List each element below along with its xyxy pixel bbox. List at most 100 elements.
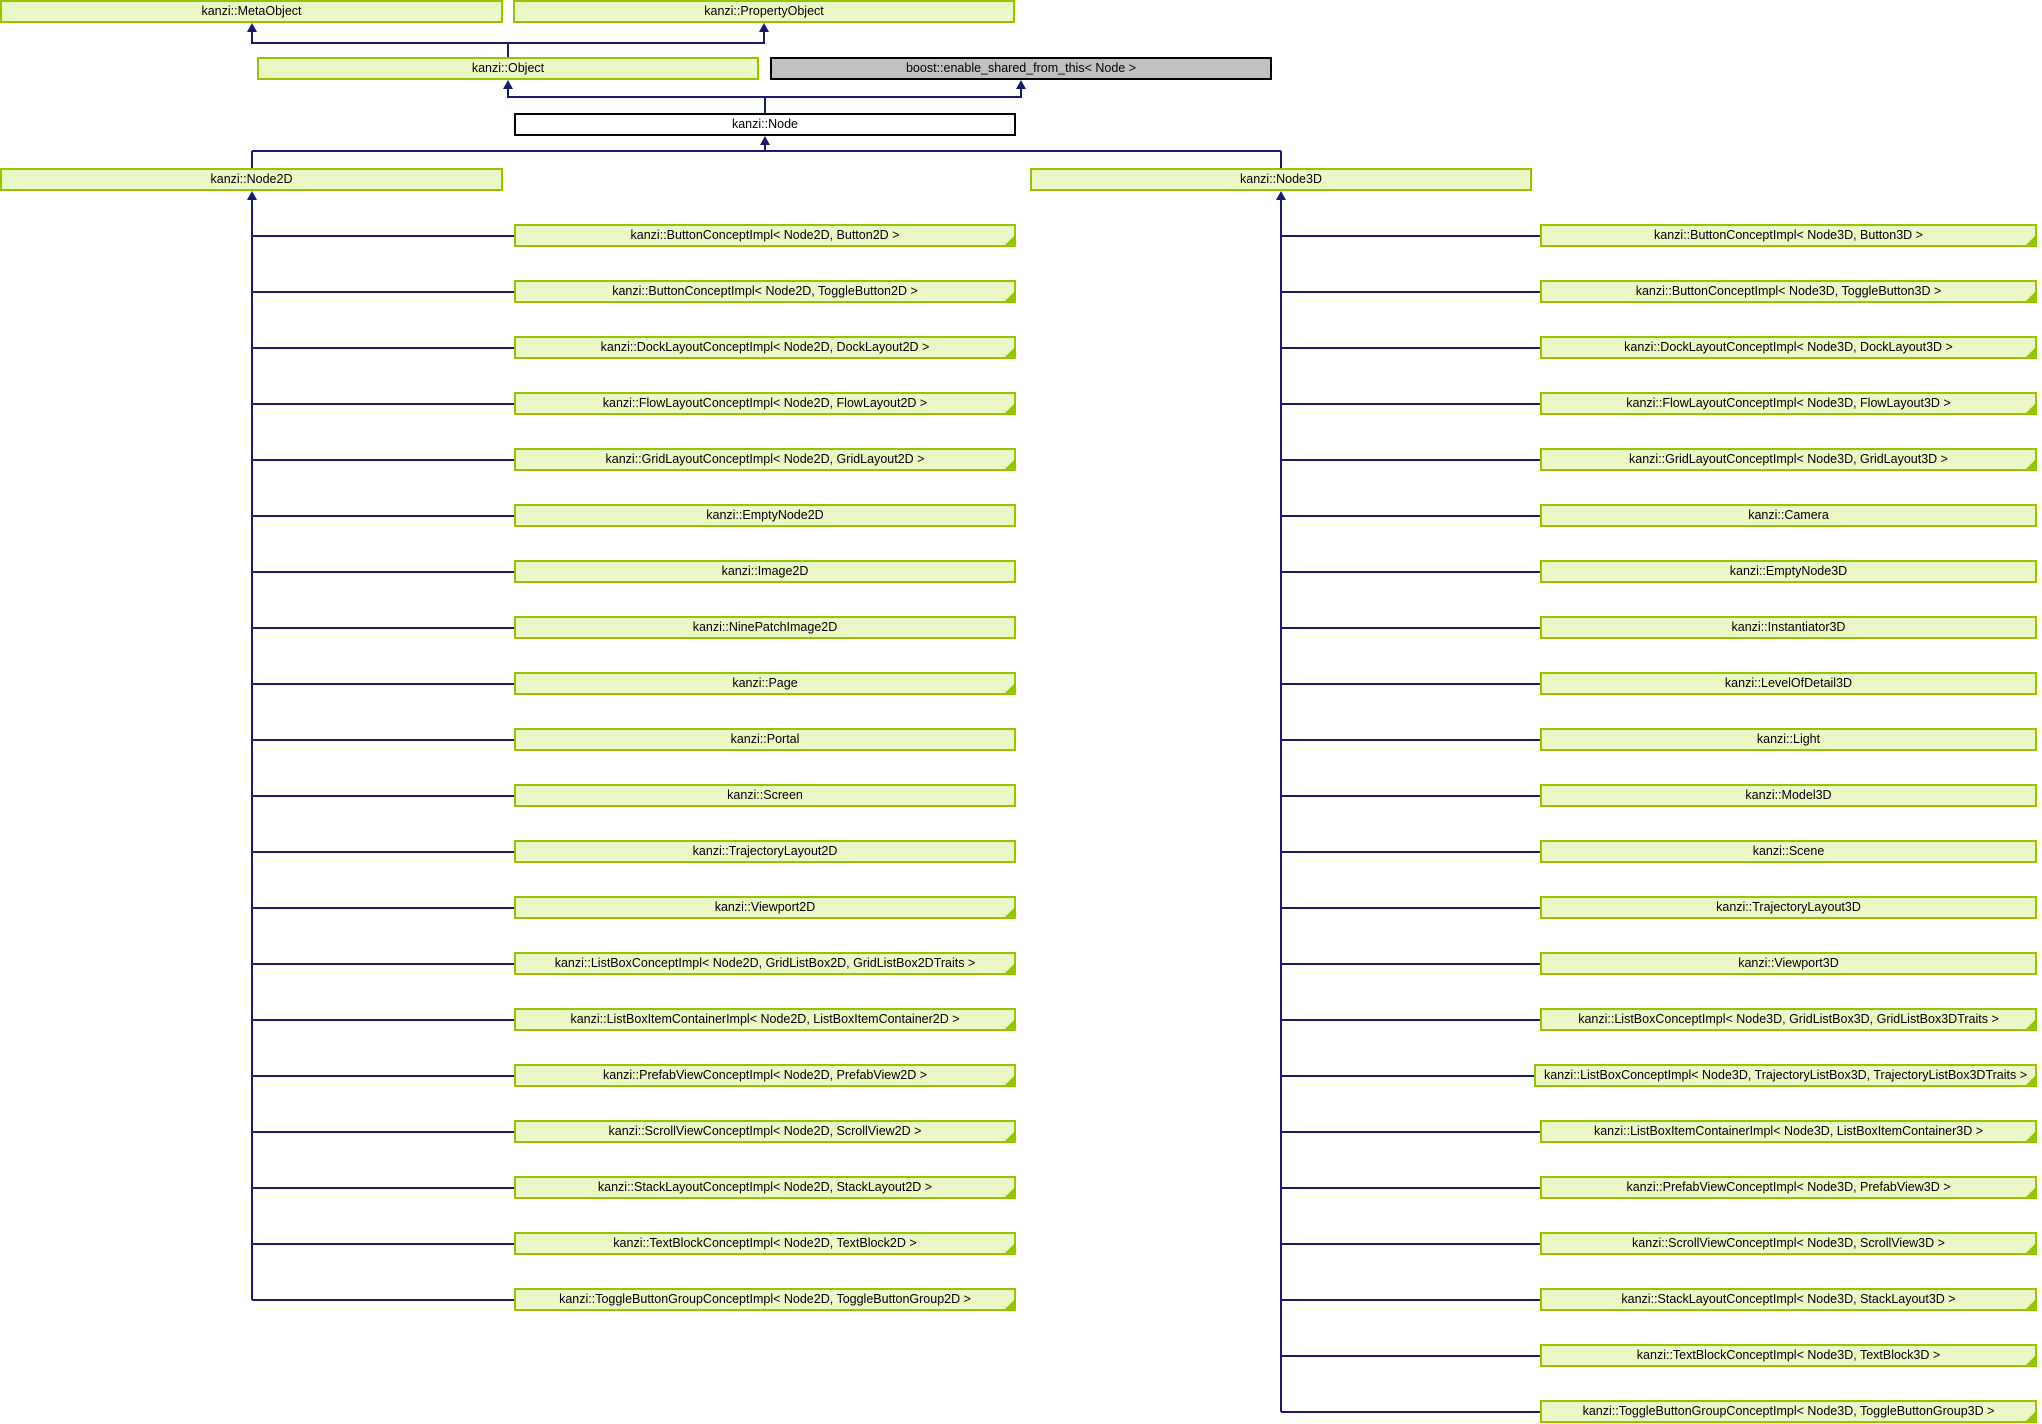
class-node-node2d[interactable]: kanzi::Node2D xyxy=(0,168,503,191)
class-node-node2d-19[interactable]: kanzi::ToggleButtonGroupConceptImpl< Nod… xyxy=(514,1288,1016,1311)
class-node-node3d-13[interactable]: kanzi::Viewport3D xyxy=(1540,952,2037,975)
edge-line xyxy=(251,291,514,293)
truncated-corner-icon xyxy=(2026,236,2035,245)
class-node-node3d-4[interactable]: kanzi::GridLayoutConceptImpl< Node3D, Gr… xyxy=(1540,448,2037,471)
arrow-up-icon xyxy=(246,23,257,32)
class-node-node3d-3[interactable]: kanzi::FlowLayoutConceptImpl< Node3D, Fl… xyxy=(1540,392,2037,415)
truncated-corner-icon xyxy=(2026,1300,2035,1309)
class-node-node3d-8[interactable]: kanzi::LevelOfDetail3D xyxy=(1540,672,2037,695)
class-node-node3d-14[interactable]: kanzi::ListBoxConceptImpl< Node3D, GridL… xyxy=(1540,1008,2037,1031)
class-node-label: kanzi::ListBoxConceptImpl< Node2D, GridL… xyxy=(554,956,976,971)
class-node-node3d-19[interactable]: kanzi::StackLayoutConceptImpl< Node3D, S… xyxy=(1540,1288,2037,1311)
class-node-node3d-6[interactable]: kanzi::EmptyNode3D xyxy=(1540,560,2037,583)
truncated-corner-icon xyxy=(1005,684,1014,693)
class-node-node3d-7[interactable]: kanzi::Instantiator3D xyxy=(1540,616,2037,639)
class-node-node3d-18[interactable]: kanzi::ScrollViewConceptImpl< Node3D, Sc… xyxy=(1540,1232,2037,1255)
class-node-label: kanzi::ButtonConceptImpl< Node2D, Toggle… xyxy=(612,284,918,299)
edge-line xyxy=(1281,683,1540,685)
class-node-node2d-6[interactable]: kanzi::Image2D xyxy=(514,560,1016,583)
truncated-corner-icon xyxy=(1005,964,1014,973)
truncated-corner-icon xyxy=(2026,348,2035,357)
class-node-node2d-13[interactable]: kanzi::ListBoxConceptImpl< Node2D, GridL… xyxy=(514,952,1016,975)
class-node-node2d-9[interactable]: kanzi::Portal xyxy=(514,728,1016,751)
class-node-node3d-17[interactable]: kanzi::PrefabViewConceptImpl< Node3D, Pr… xyxy=(1540,1176,2037,1199)
truncated-corner-icon xyxy=(1005,236,1014,245)
class-node-object[interactable]: kanzi::Object xyxy=(257,57,759,80)
edge-line xyxy=(1281,291,1540,293)
edge-line xyxy=(250,31,253,44)
truncated-corner-icon xyxy=(2026,1412,2035,1421)
class-node-label: kanzi::ToggleButtonGroupConceptImpl< Nod… xyxy=(559,1292,971,1307)
edge-line xyxy=(1281,1299,1540,1301)
class-node-node2d-16[interactable]: kanzi::ScrollViewConceptImpl< Node2D, Sc… xyxy=(514,1120,1016,1143)
edge-line xyxy=(1280,199,1282,1412)
class-node-node3d-1[interactable]: kanzi::ButtonConceptImpl< Node3D, Toggle… xyxy=(1540,280,2037,303)
class-node-node2d-3[interactable]: kanzi::FlowLayoutConceptImpl< Node2D, Fl… xyxy=(514,392,1016,415)
class-node-propertyobject[interactable]: kanzi::PropertyObject xyxy=(513,0,1015,23)
class-node-node2d-1[interactable]: kanzi::ButtonConceptImpl< Node2D, Toggle… xyxy=(514,280,1016,303)
class-node-node3d-9[interactable]: kanzi::Light xyxy=(1540,728,2037,751)
class-node-node2d-2[interactable]: kanzi::DockLayoutConceptImpl< Node2D, Do… xyxy=(514,336,1016,359)
truncated-corner-icon xyxy=(2026,1356,2035,1365)
edge-line xyxy=(1281,1187,1540,1189)
class-node-enable-shared-from-this: boost::enable_shared_from_this< Node > xyxy=(770,57,1272,80)
class-node-label: kanzi::Viewport3D xyxy=(1738,956,1839,971)
class-node-node3d-10[interactable]: kanzi::Model3D xyxy=(1540,784,2037,807)
class-node-label: kanzi::ButtonConceptImpl< Node3D, Toggle… xyxy=(1635,284,1942,299)
class-node-metaobject[interactable]: kanzi::MetaObject xyxy=(0,0,503,23)
class-node-label: kanzi::TextBlockConceptImpl< Node3D, Tex… xyxy=(1636,1348,1941,1363)
class-node-node2d-12[interactable]: kanzi::Viewport2D xyxy=(514,896,1016,919)
edge-line xyxy=(764,144,766,152)
class-node-node2d-14[interactable]: kanzi::ListBoxItemContainerImpl< Node2D,… xyxy=(514,1008,1016,1031)
class-node-label: kanzi::Light xyxy=(1756,732,1821,747)
class-node-label: kanzi::ListBoxItemContainerImpl< Node3D,… xyxy=(1593,1124,1984,1139)
truncated-corner-icon xyxy=(1005,1076,1014,1085)
class-node-node2d-17[interactable]: kanzi::StackLayoutConceptImpl< Node2D, S… xyxy=(514,1176,1016,1199)
truncated-corner-icon xyxy=(1005,1244,1014,1253)
class-node-node3d[interactable]: kanzi::Node3D xyxy=(1030,168,1532,191)
edge-line xyxy=(1280,151,1282,168)
class-node-node3d-2[interactable]: kanzi::DockLayoutConceptImpl< Node3D, Do… xyxy=(1540,336,2037,359)
class-node-node3d-5[interactable]: kanzi::Camera xyxy=(1540,504,2037,527)
class-node-node-current: kanzi::Node xyxy=(514,113,1016,136)
class-node-node2d-5[interactable]: kanzi::EmptyNode2D xyxy=(514,504,1016,527)
class-node-label: kanzi::DockLayoutConceptImpl< Node2D, Do… xyxy=(600,340,930,355)
class-node-node2d-4[interactable]: kanzi::GridLayoutConceptImpl< Node2D, Gr… xyxy=(514,448,1016,471)
class-node-node2d-15[interactable]: kanzi::PrefabViewConceptImpl< Node2D, Pr… xyxy=(514,1064,1016,1087)
class-node-label: kanzi::Model3D xyxy=(1745,788,1832,803)
class-node-label: kanzi::Portal xyxy=(730,732,800,747)
truncated-corner-icon xyxy=(2026,1244,2035,1253)
class-node-node3d-0[interactable]: kanzi::ButtonConceptImpl< Node3D, Button… xyxy=(1540,224,2037,247)
truncated-corner-icon xyxy=(1005,404,1014,413)
class-node-node3d-15[interactable]: kanzi::ListBoxConceptImpl< Node3D, Traje… xyxy=(1534,1064,2037,1087)
class-node-node2d-10[interactable]: kanzi::Screen xyxy=(514,784,1016,807)
edge-line xyxy=(251,571,514,573)
arrow-up-icon xyxy=(759,23,769,32)
edge-line xyxy=(250,151,253,168)
class-node-node3d-20[interactable]: kanzi::TextBlockConceptImpl< Node3D, Tex… xyxy=(1540,1344,2037,1367)
class-node-label: kanzi::ButtonConceptImpl< Node3D, Button… xyxy=(1654,228,1923,243)
class-node-label: kanzi::TextBlockConceptImpl< Node2D, Tex… xyxy=(613,1236,917,1251)
class-node-node2d-11[interactable]: kanzi::TrajectoryLayout2D xyxy=(514,840,1016,863)
class-node-label: kanzi::EmptyNode3D xyxy=(1729,564,1848,579)
edge-line xyxy=(251,150,1281,152)
truncated-corner-icon xyxy=(2026,292,2035,301)
class-node-node3d-16[interactable]: kanzi::ListBoxItemContainerImpl< Node3D,… xyxy=(1540,1120,2037,1143)
arrow-up-icon xyxy=(246,191,257,200)
edge-line xyxy=(251,1131,514,1133)
class-node-label: kanzi::Image2D xyxy=(721,564,809,579)
edge-line xyxy=(1281,627,1540,629)
edge-line xyxy=(1281,1019,1540,1021)
class-node-node3d-11[interactable]: kanzi::Scene xyxy=(1540,840,2037,863)
class-node-node3d-21[interactable]: kanzi::ToggleButtonGroupConceptImpl< Nod… xyxy=(1540,1400,2037,1423)
class-node-label: kanzi::StackLayoutConceptImpl< Node3D, S… xyxy=(1621,1292,1956,1307)
edge-line xyxy=(1281,1075,1534,1077)
class-node-node2d-18[interactable]: kanzi::TextBlockConceptImpl< Node2D, Tex… xyxy=(514,1232,1016,1255)
edge-line xyxy=(763,31,765,44)
class-node-label: kanzi::Scene xyxy=(1752,844,1825,859)
class-node-node2d-0[interactable]: kanzi::ButtonConceptImpl< Node2D, Button… xyxy=(514,224,1016,247)
class-node-node3d-12[interactable]: kanzi::TrajectoryLayout3D xyxy=(1540,896,2037,919)
class-node-node2d-8[interactable]: kanzi::Page xyxy=(514,672,1016,695)
edge-line xyxy=(251,1075,514,1077)
class-node-node2d-7[interactable]: kanzi::NinePatchImage2D xyxy=(514,616,1016,639)
